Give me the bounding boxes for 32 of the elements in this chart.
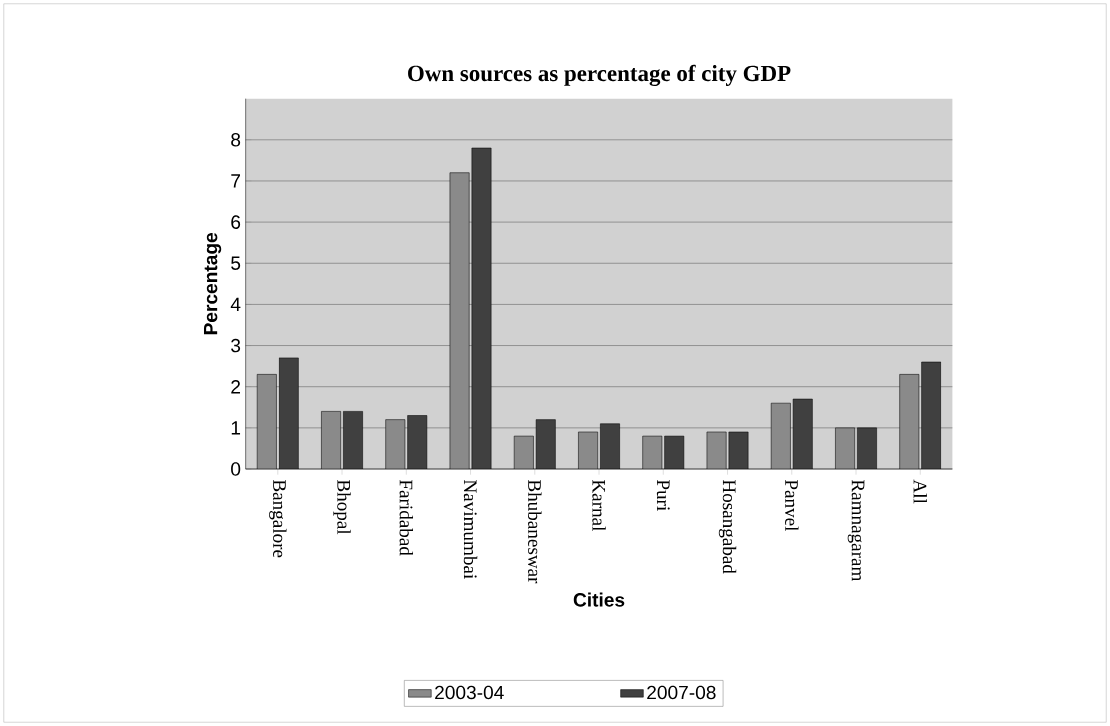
y-tick-label: 5 xyxy=(231,256,241,270)
y-tick-label: 7 xyxy=(231,174,240,188)
legend-label: 2003-04 xyxy=(435,685,504,700)
y-tick-label: 4 xyxy=(230,297,241,311)
y-tick-label: 6 xyxy=(231,215,241,229)
bar xyxy=(407,415,427,470)
chart-title: Own sources as percentage of city GDP xyxy=(408,64,791,86)
bar xyxy=(600,423,620,470)
x-tick-label: Puri xyxy=(656,479,670,511)
x-tick-label: Faridabad xyxy=(399,479,414,556)
bar xyxy=(793,399,813,470)
y-axis-title: Percentage xyxy=(203,232,222,335)
y-tick-label: 8 xyxy=(231,133,241,147)
bar xyxy=(279,357,299,470)
legend-label: 2007-08 xyxy=(647,685,716,700)
x-tick-label: Bhopal xyxy=(333,479,351,535)
x-tick-label: Panvel xyxy=(785,479,799,532)
x-tick-label: Karnal xyxy=(592,479,606,532)
y-tick-label: 1 xyxy=(231,421,241,435)
y-tick-label: 3 xyxy=(231,338,241,353)
x-tick-label: Ramnagaram xyxy=(847,479,865,582)
bar xyxy=(343,411,363,470)
x-tick-label: Hosangabad xyxy=(718,479,737,574)
x-axis-title: Cities xyxy=(573,592,625,607)
y-tick-label: 0 xyxy=(231,462,241,476)
x-tick-label: Bhubaneswar xyxy=(528,479,542,584)
x-tick-label: Bangalore xyxy=(269,479,287,558)
y-tick-label: 2 xyxy=(231,380,240,394)
x-tick-label: All xyxy=(913,479,927,504)
bar xyxy=(921,361,942,470)
x-tick-label: Navimumbai xyxy=(463,479,478,579)
bar xyxy=(536,419,556,470)
